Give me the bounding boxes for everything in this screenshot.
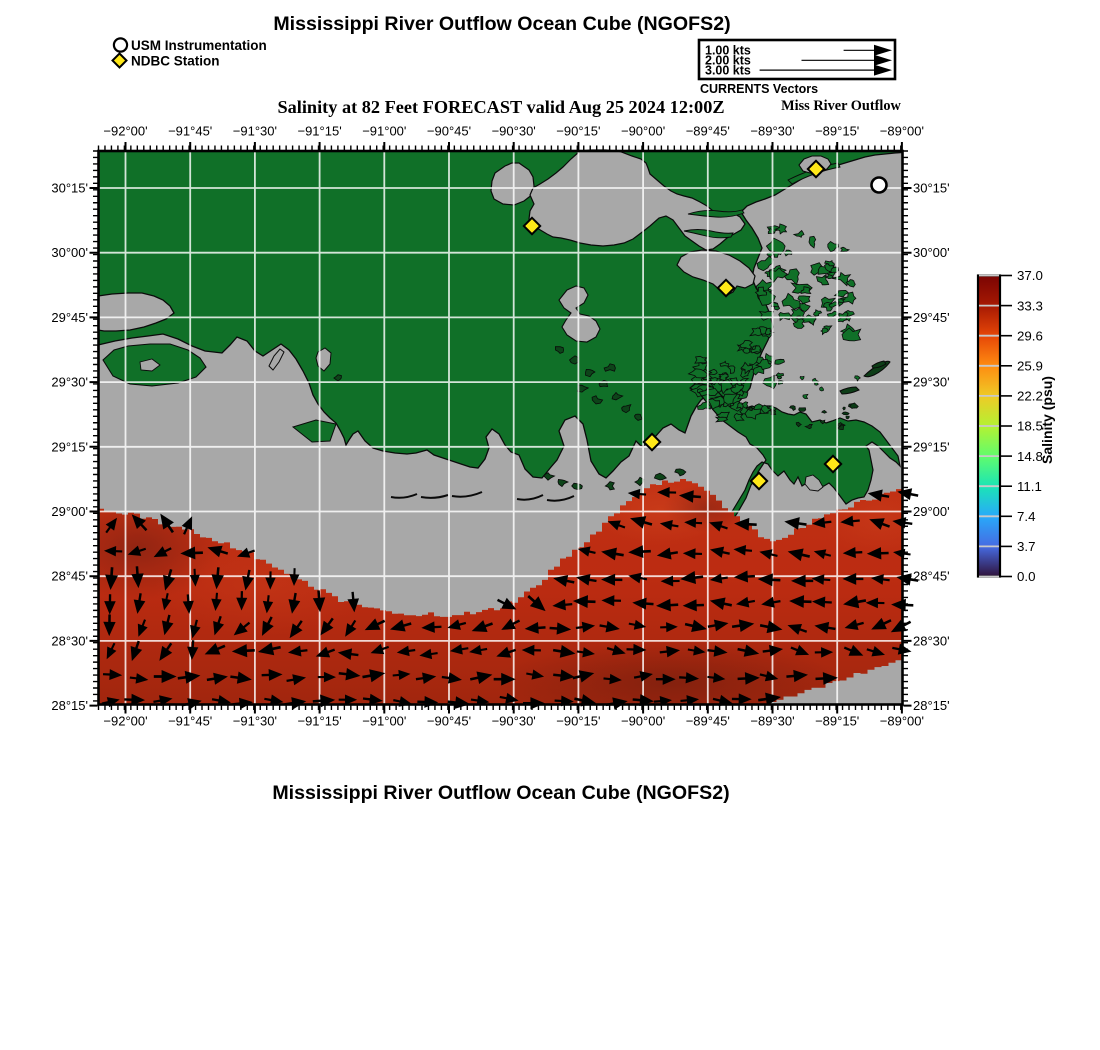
svg-text:−91°00': −91°00'	[362, 714, 406, 729]
svg-text:−91°45': −91°45'	[168, 714, 212, 729]
svg-text:29°45': 29°45'	[51, 310, 88, 325]
svg-text:2.00 kts: 2.00 kts	[705, 54, 751, 68]
svg-text:28°45': 28°45'	[51, 569, 88, 584]
svg-text:−89°45': −89°45'	[686, 124, 730, 139]
svg-text:28°30': 28°30'	[913, 633, 950, 648]
svg-text:18.5: 18.5	[1017, 419, 1043, 434]
svg-text:Miss River Outflow: Miss River Outflow	[781, 98, 901, 114]
svg-text:37.0: 37.0	[1017, 268, 1043, 283]
svg-text:29°30': 29°30'	[51, 375, 88, 390]
svg-text:−89°00': −89°00'	[880, 714, 924, 729]
svg-text:−91°45': −91°45'	[168, 124, 212, 139]
svg-text:29°15': 29°15'	[913, 439, 950, 454]
svg-text:−89°15': −89°15'	[815, 124, 859, 139]
svg-text:14.8: 14.8	[1017, 449, 1043, 464]
svg-text:3.7: 3.7	[1017, 539, 1036, 554]
svg-text:29°00': 29°00'	[51, 504, 88, 519]
svg-text:28°15': 28°15'	[51, 698, 88, 713]
svg-text:−89°15': −89°15'	[815, 714, 859, 729]
svg-text:Mississippi River Outflow Ocea: Mississippi River Outflow Ocean Cube (NG…	[273, 13, 730, 35]
svg-text:−89°00': −89°00'	[880, 124, 924, 139]
svg-text:3.00 kts: 3.00 kts	[705, 64, 751, 78]
svg-text:−91°15': −91°15'	[297, 124, 341, 139]
svg-text:30°00': 30°00'	[913, 245, 950, 260]
svg-text:CURRENTS Vectors: CURRENTS Vectors	[700, 82, 818, 96]
svg-text:Salinity at 82 Feet FORECAST v: Salinity at 82 Feet FORECAST valid Aug 2…	[277, 97, 724, 117]
svg-text:30°15': 30°15'	[51, 181, 88, 196]
svg-text:29°30': 29°30'	[913, 375, 950, 390]
svg-text:Mississippi River Outflow Ocea: Mississippi River Outflow Ocean Cube (NG…	[272, 782, 729, 804]
svg-text:−89°30': −89°30'	[750, 714, 794, 729]
svg-text:−91°00': −91°00'	[362, 124, 406, 139]
svg-text:−89°45': −89°45'	[686, 714, 730, 729]
svg-text:30°00': 30°00'	[51, 245, 88, 260]
svg-text:−92°00': −92°00'	[103, 714, 147, 729]
svg-text:28°45': 28°45'	[913, 569, 950, 584]
svg-text:Salinity (psu): Salinity (psu)	[1039, 376, 1055, 464]
svg-text:29°15': 29°15'	[51, 439, 88, 454]
svg-text:1.00 kts: 1.00 kts	[705, 44, 751, 58]
svg-text:−89°30': −89°30'	[750, 124, 794, 139]
svg-text:28°30': 28°30'	[51, 633, 88, 648]
svg-text:−91°30': −91°30'	[233, 714, 277, 729]
svg-text:7.4: 7.4	[1017, 509, 1036, 524]
svg-text:−90°15': −90°15'	[556, 714, 600, 729]
svg-text:−90°45': −90°45'	[427, 714, 471, 729]
svg-text:−90°45': −90°45'	[427, 124, 471, 139]
svg-text:25.9: 25.9	[1017, 359, 1043, 374]
svg-text:30°15': 30°15'	[913, 181, 950, 196]
svg-text:−90°00': −90°00'	[621, 714, 665, 729]
svg-text:11.1: 11.1	[1017, 479, 1042, 494]
svg-text:−91°30': −91°30'	[233, 124, 277, 139]
svg-text:−91°15': −91°15'	[297, 714, 341, 729]
svg-text:NDBC Station: NDBC Station	[131, 54, 220, 69]
svg-text:−92°00': −92°00'	[103, 124, 147, 139]
svg-text:−90°00': −90°00'	[621, 124, 665, 139]
svg-text:−90°30': −90°30'	[492, 124, 536, 139]
svg-text:22.2: 22.2	[1017, 389, 1043, 404]
svg-text:0.0: 0.0	[1017, 569, 1036, 584]
svg-text:29.6: 29.6	[1017, 328, 1043, 343]
svg-text:29°00': 29°00'	[913, 504, 950, 519]
svg-text:33.3: 33.3	[1017, 298, 1043, 313]
svg-text:−90°30': −90°30'	[492, 714, 536, 729]
svg-text:−90°15': −90°15'	[556, 124, 600, 139]
svg-text:28°15': 28°15'	[913, 698, 950, 713]
svg-text:USM Instrumentation: USM Instrumentation	[131, 38, 267, 53]
svg-text:29°45': 29°45'	[913, 310, 950, 325]
